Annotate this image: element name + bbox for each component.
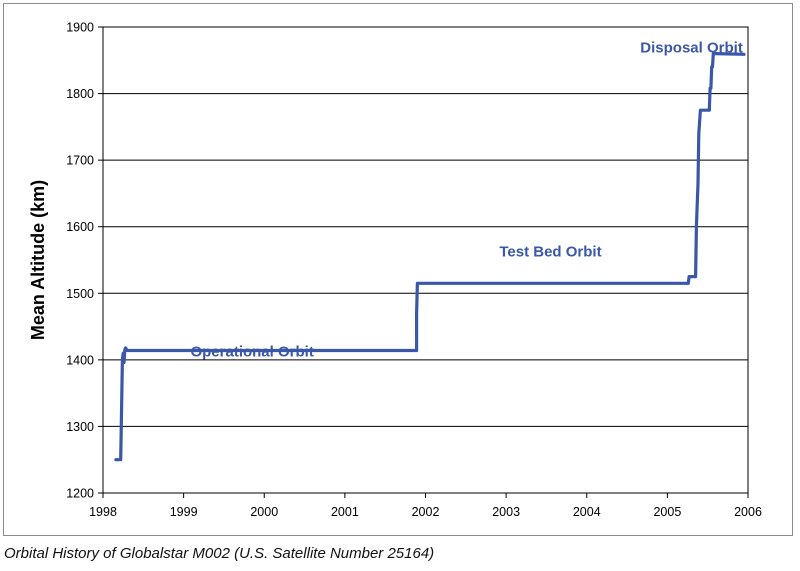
x-tick-label: 2004 bbox=[573, 505, 601, 519]
x-tick-label: 1998 bbox=[89, 505, 117, 519]
x-tick-label: 2006 bbox=[734, 505, 762, 519]
y-tick-label: 1700 bbox=[66, 154, 94, 168]
altitude-series-line bbox=[114, 51, 746, 462]
y-tick-label: 1400 bbox=[66, 353, 94, 367]
altitude-chart: 1200 1300 1400 1500 1600 1700 1800 1900 1998 1999… bbox=[28, 21, 762, 520]
y-tick-label: 1300 bbox=[66, 420, 94, 434]
annotations: Operational Orbit Test Bed Orbit Disposal … bbox=[190, 39, 742, 360]
y-tick-label: 1800 bbox=[66, 87, 94, 101]
x-tick-label: 2003 bbox=[492, 505, 520, 519]
x-tick-label: 1999 bbox=[170, 505, 198, 519]
x-tick-label: 2000 bbox=[250, 505, 278, 519]
axis-ticks: 1200 1300 1400 1500 1600 1700 1800 1900 1998 1999… bbox=[66, 21, 762, 520]
y-axis-label: Mean Altitude (km) bbox=[28, 180, 48, 340]
x-tick-label: 2005 bbox=[653, 505, 681, 519]
plot-area bbox=[102, 26, 749, 494]
y-tick-label: 1500 bbox=[66, 287, 94, 301]
grid-lines bbox=[103, 93, 748, 427]
y-tick-label: 1600 bbox=[66, 220, 94, 234]
orbit-annotation: Disposal Orbit bbox=[640, 39, 743, 56]
figure-caption: Orbital History of Globalstar M002 (U.S.… bbox=[4, 545, 435, 562]
series-layer bbox=[114, 51, 746, 462]
orbit-annotation: Test Bed Orbit bbox=[499, 244, 601, 261]
x-tick-label: 2002 bbox=[412, 505, 440, 519]
x-tick-label: 2001 bbox=[331, 505, 359, 519]
y-tick-label: 1900 bbox=[66, 21, 94, 35]
y-tick-label: 1200 bbox=[66, 487, 94, 501]
orbit-annotation: Operational Orbit bbox=[190, 344, 313, 361]
